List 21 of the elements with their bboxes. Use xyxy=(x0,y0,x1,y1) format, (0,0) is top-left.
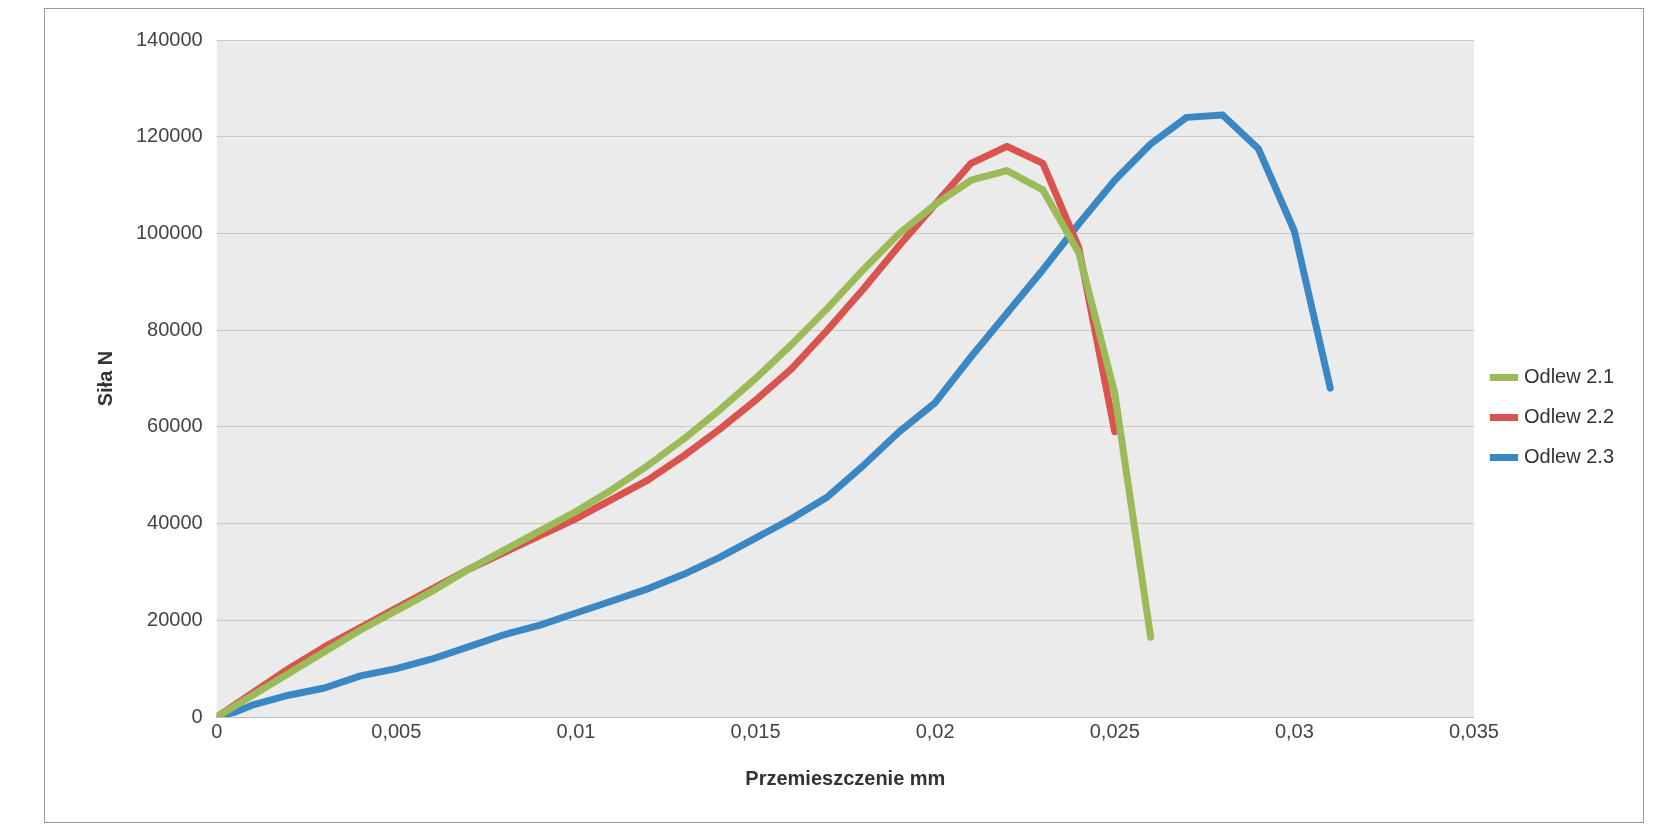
y-tick-label: 20000 xyxy=(147,607,203,630)
legend-label: Odlew 2.2 xyxy=(1523,405,1615,428)
x-tick-label: 0 xyxy=(211,719,223,742)
x-tick-label: 0,03 xyxy=(1274,719,1314,742)
y-axis-title: Siła N xyxy=(93,350,116,407)
legend-label: Odlew 2.3 xyxy=(1523,445,1615,468)
x-tick-label: 0,02 xyxy=(915,719,955,742)
x-tick-label: 0,035 xyxy=(1448,719,1499,742)
x-tick-label: 0,005 xyxy=(371,719,422,742)
x-tick-label: 0,025 xyxy=(1089,719,1140,742)
x-tick-label: 0,01 xyxy=(556,719,596,742)
y-tick-label: 60000 xyxy=(147,414,203,437)
x-tick-label: 0,015 xyxy=(730,719,781,742)
y-tick-label: 0 xyxy=(191,704,203,727)
y-tick-label: 120000 xyxy=(135,124,203,147)
legend-label: Odlew 2.1 xyxy=(1523,365,1615,388)
y-tick-label: 40000 xyxy=(147,511,203,534)
y-tick-label: 100000 xyxy=(135,220,203,243)
x-axis-title: Przemieszczenie mm xyxy=(745,766,946,789)
y-tick-label: 80000 xyxy=(147,317,203,340)
y-tick-label: 140000 xyxy=(135,27,203,50)
